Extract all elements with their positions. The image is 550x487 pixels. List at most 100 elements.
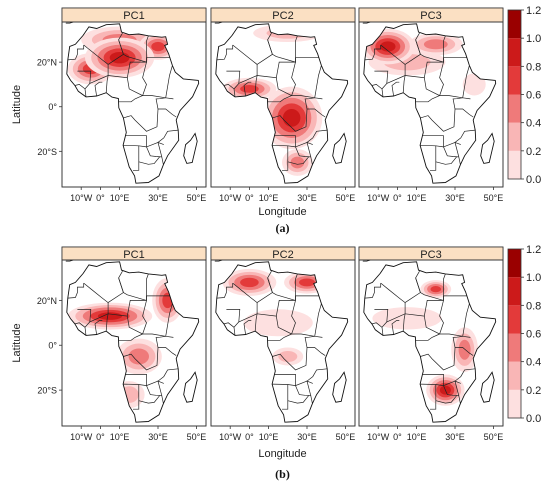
panel-title: PC3 [420, 10, 441, 22]
x-tick-label: 10°E [407, 432, 427, 442]
colorbar-step [508, 150, 521, 179]
madagascar-coastline [183, 132, 198, 164]
x-tick-label: 30°E [148, 432, 168, 442]
colorbar-tick-label: 0.6 [526, 90, 541, 102]
x-tick-label: 10°W [219, 193, 242, 203]
country-border [254, 75, 258, 93]
country-border [267, 333, 292, 341]
colorbar-step [508, 94, 521, 123]
country-border [455, 108, 474, 118]
country-border [272, 97, 315, 132]
y-tick-label: 20°N [37, 296, 57, 306]
x-tick-label: 30°E [445, 432, 465, 442]
y-tick-label: 20°S [37, 386, 57, 396]
country-border [364, 45, 382, 61]
country-border [123, 97, 166, 132]
country-border [430, 384, 437, 410]
country-border [295, 57, 321, 63]
country-border [94, 320, 103, 335]
contour-level [278, 350, 298, 362]
country-border [146, 57, 172, 63]
x-tick-label: 0° [96, 193, 105, 203]
country-border [146, 295, 172, 301]
country-border [423, 316, 471, 338]
country-border [287, 395, 310, 404]
colorbar-tick-label: 0.8 [526, 300, 541, 312]
x-axis-label: Longitude [258, 206, 306, 218]
country-border [439, 300, 444, 335]
colorbar-tick-label: 0.4 [526, 357, 541, 369]
x-tick-label: 0° [393, 432, 402, 442]
country-border [435, 156, 458, 165]
country-border [307, 108, 326, 118]
y-tick-label: 0° [48, 102, 57, 112]
x-tick-label: 30°E [297, 432, 317, 442]
map-panel-b-2: PC2 10°W 0° 10°E 30°E 50°E [210, 246, 356, 442]
x-tick-label: 50°E [187, 193, 207, 203]
colorbar-a: 1.2 1.0 0.8 0.6 0.4 0.2 0.0 [507, 5, 541, 186]
colorbar-step [508, 305, 521, 334]
country-border [267, 95, 292, 103]
land [363, 261, 496, 423]
x-tick-label: 10°W [70, 432, 93, 442]
x-tick-label: 30°E [445, 193, 465, 203]
x-tick-label: 50°E [484, 432, 504, 442]
country-border [435, 395, 458, 404]
country-border [420, 335, 463, 371]
x-tick-label: 10°W [70, 193, 93, 203]
country-border [391, 81, 400, 97]
country-border [126, 316, 174, 338]
colorbar-tick-label: 0.2 [526, 385, 541, 397]
country-border [146, 385, 164, 404]
contour-level [423, 39, 448, 50]
country-border [423, 77, 471, 100]
country-border [314, 65, 322, 98]
country-border [94, 81, 103, 97]
pc-loadings [222, 24, 323, 176]
contour-level [372, 307, 442, 330]
country-border [282, 384, 289, 410]
y-axis-label: Latitude [11, 85, 23, 124]
country-border [391, 320, 400, 335]
country-border [67, 45, 85, 61]
colorbar-b: 1.2 1.0 0.8 0.6 0.4 0.2 0.0 [507, 244, 541, 425]
colorbar-tick-label: 1.2 [526, 244, 541, 256]
colorbar-tick-label: 0.2 [526, 146, 541, 158]
contour-level [290, 156, 305, 169]
country-border [142, 62, 147, 96]
madagascar-coastline [332, 132, 347, 164]
country-border [272, 335, 315, 371]
country-border [405, 61, 444, 79]
country-border [415, 333, 440, 341]
x-tick-label: 10°E [110, 432, 130, 442]
country-border [257, 61, 296, 79]
country-border [443, 57, 469, 63]
coastline [215, 23, 349, 184]
x-tick-label: 10°W [367, 432, 390, 442]
country-border [454, 141, 461, 157]
country-border [158, 347, 177, 356]
y-tick-label: 0° [48, 341, 57, 351]
x-tick-label: 0° [245, 193, 254, 203]
colorbar-tick-label: 1.0 [526, 33, 541, 45]
country-border [223, 322, 235, 328]
country-border [138, 156, 161, 165]
country-border [371, 322, 383, 328]
x-tick-label: 10°E [259, 193, 279, 203]
madagascar-coastline [183, 371, 198, 403]
country-border [287, 156, 310, 165]
land [215, 261, 348, 423]
country-border [314, 303, 322, 337]
country-border [108, 300, 147, 317]
contour-level [97, 312, 123, 320]
x-tick-label: 50°E [336, 193, 356, 203]
contour-level [299, 278, 315, 287]
contour-level [128, 348, 149, 365]
country-border [142, 300, 147, 335]
x-tick-label: 10°E [407, 193, 427, 203]
country-border [415, 273, 446, 301]
country-border [267, 273, 298, 301]
country-border [105, 75, 109, 93]
colorbar-step [508, 277, 521, 306]
